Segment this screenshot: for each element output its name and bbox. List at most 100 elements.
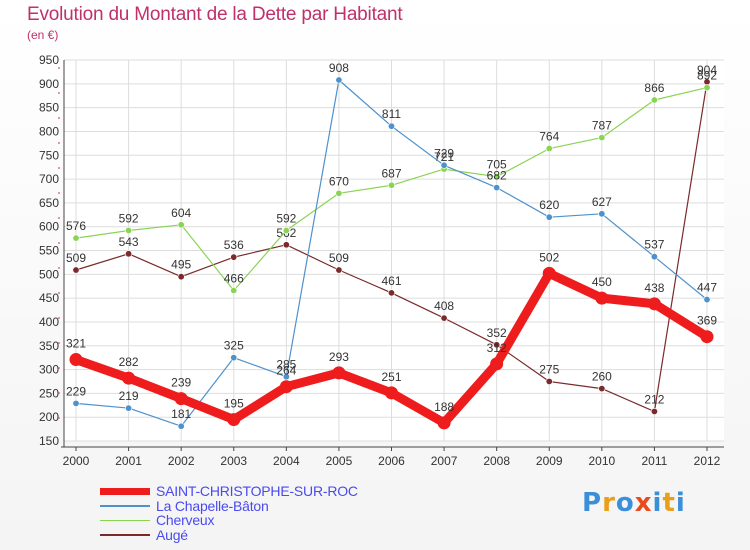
x-tick-label: 2008 <box>483 454 510 468</box>
data-label: 892 <box>697 69 717 83</box>
data-point <box>279 380 293 394</box>
data-point <box>387 289 395 297</box>
data-point <box>598 210 606 218</box>
data-label: 682 <box>487 169 507 183</box>
data-label: 369 <box>697 314 717 328</box>
data-label: 438 <box>644 281 664 295</box>
data-point <box>72 266 80 274</box>
data-point <box>598 134 606 142</box>
data-point <box>545 377 553 385</box>
data-label: 195 <box>224 397 244 411</box>
logo-letter: o <box>615 488 635 518</box>
data-point <box>282 226 290 234</box>
data-point <box>703 296 711 304</box>
data-label: 811 <box>382 107 401 121</box>
data-point <box>387 122 395 130</box>
x-tick-label: 2004 <box>273 454 300 468</box>
data-point <box>177 273 185 281</box>
data-label: 670 <box>329 174 349 188</box>
y-tick-label: 650 <box>39 196 59 210</box>
logo-letter: r <box>602 488 616 518</box>
legend-item-saint-christophe: SAINT-CHRISTOPHE-SUR-ROC <box>100 484 358 499</box>
data-point <box>650 96 658 104</box>
data-point <box>72 399 80 407</box>
data-point <box>177 422 185 430</box>
logo-letter: t <box>662 488 676 518</box>
legend-label: Cherveux <box>156 512 215 529</box>
data-point <box>227 413 241 427</box>
data-label: 285 <box>276 358 296 372</box>
data-point <box>122 371 136 385</box>
x-tick-label: 2001 <box>115 454 142 468</box>
data-point <box>542 266 556 280</box>
legend-swatch <box>100 534 150 536</box>
data-label: 620 <box>539 198 559 212</box>
data-point <box>282 241 290 249</box>
y-tick-label: 350 <box>39 339 59 353</box>
data-label: 509 <box>329 251 349 265</box>
data-point <box>72 234 80 242</box>
data-point <box>647 297 661 311</box>
data-label: 705 <box>487 158 507 172</box>
x-tick-label: 2011 <box>642 454 668 468</box>
x-tick-label: 2003 <box>220 454 247 468</box>
data-label: 181 <box>171 407 191 421</box>
y-tick-label: 450 <box>39 291 59 305</box>
data-point <box>545 145 553 153</box>
x-tick-label: 2007 <box>431 454 458 468</box>
data-point <box>595 291 609 305</box>
data-label: 229 <box>66 384 86 398</box>
legend-label: Augé <box>156 526 188 543</box>
data-label: 321 <box>66 337 86 351</box>
legend: SAINT-CHRISTOPHE-SUR-ROC La Chapelle-Bât… <box>100 484 358 542</box>
data-label: 908 <box>329 61 349 75</box>
data-label: 904 <box>697 63 717 77</box>
y-tick-label: 750 <box>39 148 59 162</box>
y-tick-label: 150 <box>39 434 59 448</box>
data-label: 219 <box>119 389 139 403</box>
legend-label: SAINT-CHRISTOPHE-SUR-ROC <box>156 483 358 500</box>
data-label: 264 <box>276 364 296 378</box>
chart-subtitle: (en €) <box>27 28 59 42</box>
data-point <box>490 357 504 371</box>
data-label: 466 <box>224 272 244 286</box>
legend-swatch <box>100 519 150 521</box>
data-point <box>650 253 658 261</box>
y-tick-label: 850 <box>39 101 59 115</box>
legend-item-cherveux: Cherveux <box>100 513 358 528</box>
data-label: 592 <box>119 211 139 225</box>
data-label: 721 <box>434 150 454 164</box>
data-label: 627 <box>592 195 612 209</box>
legend-swatch <box>100 505 150 507</box>
data-label: 282 <box>119 355 139 369</box>
x-tick-label: 2002 <box>168 454 195 468</box>
data-label: 764 <box>539 130 559 144</box>
legend-swatch <box>100 487 150 495</box>
data-point <box>282 373 290 381</box>
legend-item-auge: Augé <box>100 528 358 543</box>
data-label: 325 <box>224 339 244 353</box>
data-label: 787 <box>592 119 612 133</box>
data-point <box>385 386 398 400</box>
legend-label: La Chapelle-Bâton <box>156 497 269 514</box>
data-point <box>125 226 133 234</box>
data-label: 502 <box>539 250 559 264</box>
x-tick-label: 2006 <box>378 454 405 468</box>
data-point <box>440 314 448 322</box>
data-label: 687 <box>381 166 401 180</box>
y-tick-label: 500 <box>39 267 59 281</box>
data-label: 537 <box>644 238 664 252</box>
data-label: 212 <box>644 392 664 406</box>
data-label: 461 <box>381 274 401 288</box>
data-label: 447 <box>697 281 717 295</box>
data-point <box>69 353 83 367</box>
y-tick-label: 400 <box>39 315 59 329</box>
data-label: 604 <box>171 206 191 220</box>
data-label: 866 <box>644 81 664 95</box>
data-point <box>493 184 501 192</box>
data-label: 509 <box>66 251 86 265</box>
x-tick-label: 2000 <box>63 454 90 468</box>
x-tick-label: 2012 <box>694 454 721 468</box>
data-point <box>650 407 658 415</box>
